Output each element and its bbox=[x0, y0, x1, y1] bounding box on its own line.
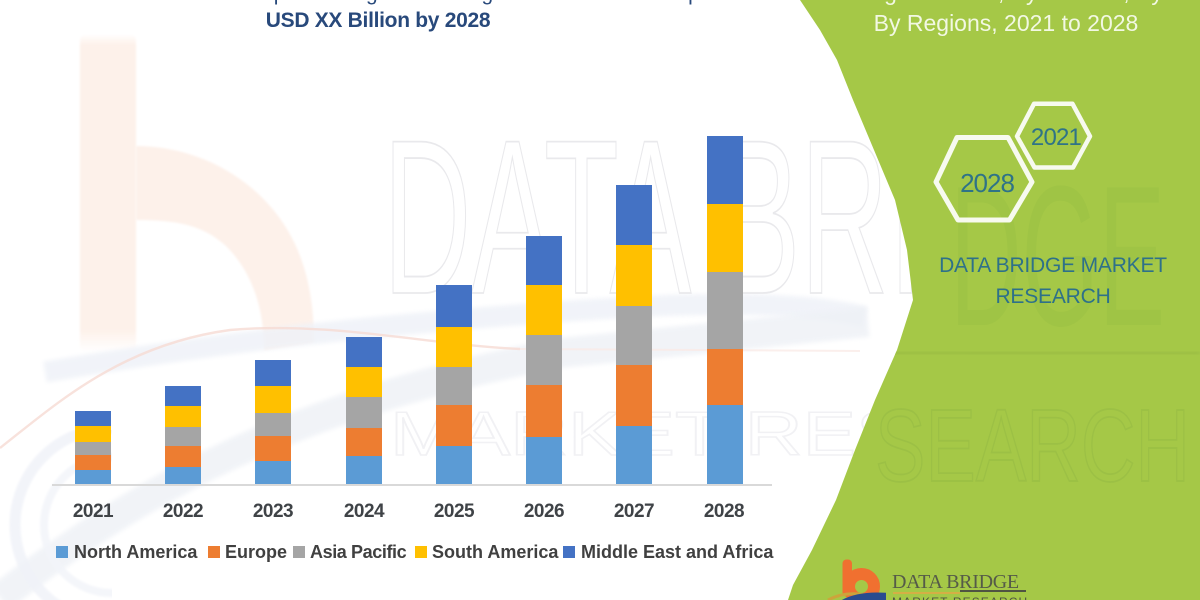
svg-text:DGE: DGE bbox=[950, 145, 1165, 368]
svg-text:SEARCH: SEARCH bbox=[875, 388, 1190, 503]
